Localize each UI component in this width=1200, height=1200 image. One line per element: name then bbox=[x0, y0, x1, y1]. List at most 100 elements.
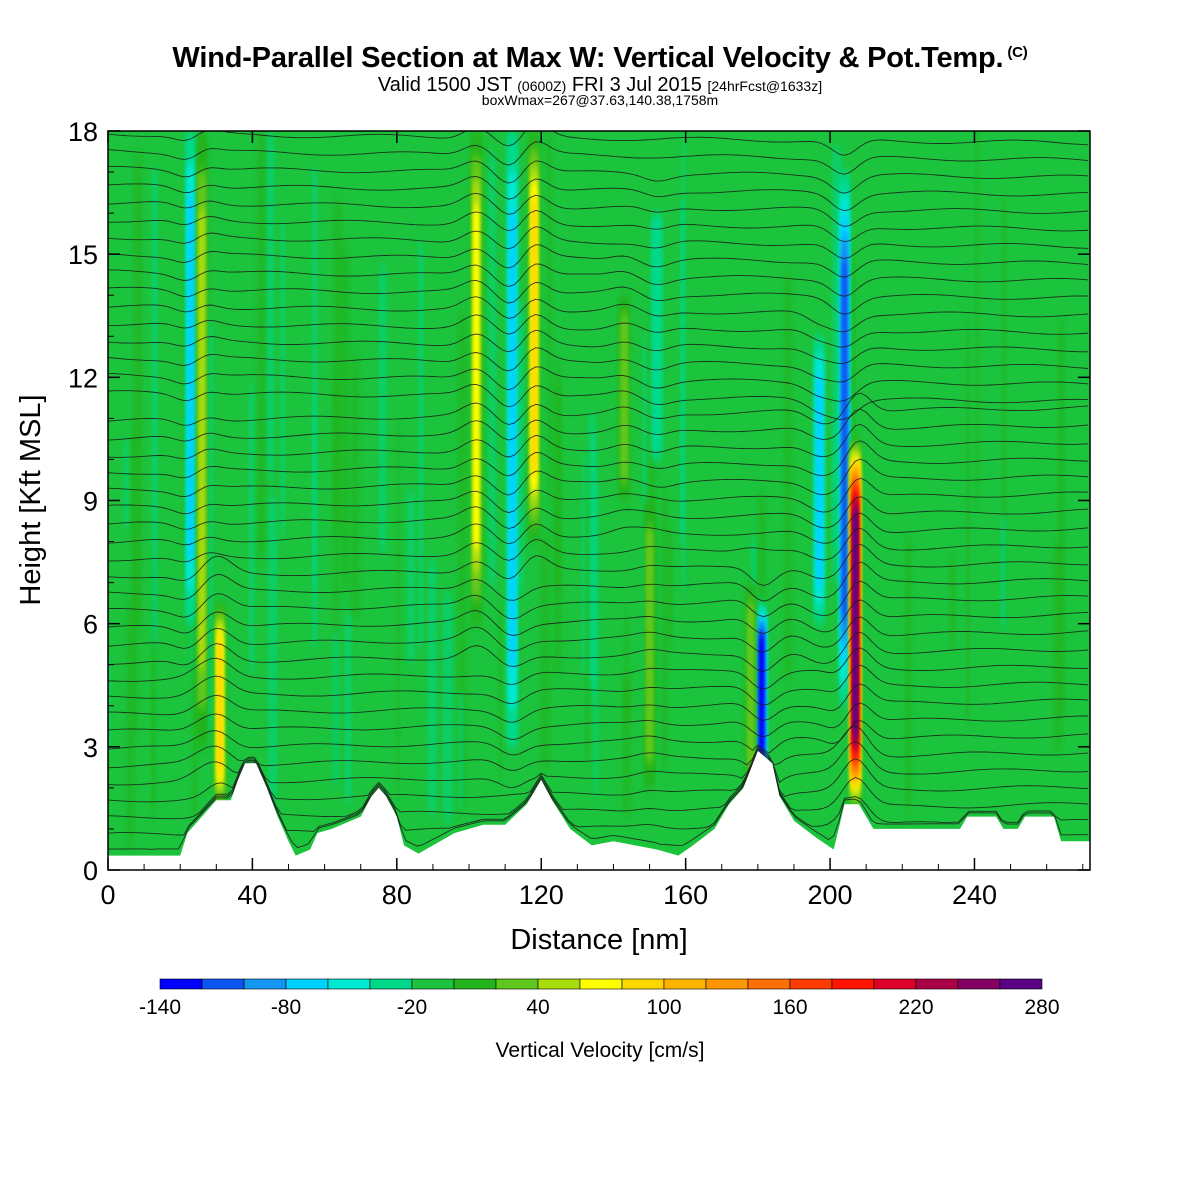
velocity-streak bbox=[975, 131, 979, 506]
velocity-streak bbox=[516, 304, 525, 592]
isentrope-line bbox=[108, 30, 1088, 42]
isentrope-line bbox=[108, 81, 1088, 93]
colorbar-tick-label: 40 bbox=[526, 996, 549, 1019]
isentrope-line bbox=[108, 176, 1089, 212]
isentrope-line bbox=[108, 440, 1089, 479]
isentrope-line bbox=[108, 263, 1089, 297]
x-tick-label: 0 bbox=[100, 880, 115, 910]
isentrope-line bbox=[108, 383, 1089, 420]
isentrope-line bbox=[108, 366, 1089, 402]
isentrope-line bbox=[108, 749, 1089, 803]
downdraft-band bbox=[758, 635, 765, 756]
isentrope-line bbox=[108, 296, 1089, 333]
velocity-streak bbox=[248, 388, 255, 672]
isentrope-line bbox=[108, 631, 1089, 672]
velocity-streak bbox=[126, 602, 135, 845]
velocity-streak bbox=[396, 425, 400, 788]
colorbar-tick-label: 220 bbox=[898, 996, 933, 1019]
isentrope-line bbox=[108, 664, 1089, 706]
isentrope-line bbox=[108, 683, 1089, 723]
colorbar-swatch bbox=[705, 978, 749, 990]
isentrope-line bbox=[108, 347, 1089, 383]
velocity-streak bbox=[268, 496, 278, 799]
chart-box-max-label: boxWmax=267@37.63,140.38,1758m bbox=[481, 92, 719, 108]
velocity-streak bbox=[442, 594, 453, 822]
velocity-streak bbox=[379, 266, 387, 551]
isentrope-line bbox=[108, 226, 1089, 259]
isentrope-line bbox=[108, 477, 1089, 515]
colorbar-swatch bbox=[621, 978, 665, 990]
chart-subtitle: Valid 1500 JST (0600Z) FRI 3 Jul 2015 [2… bbox=[377, 74, 823, 96]
y-tick-label: 9 bbox=[83, 487, 98, 517]
colorbar-swatch bbox=[789, 978, 833, 990]
velocity-streak bbox=[333, 200, 342, 529]
x-tick-label: 120 bbox=[519, 880, 564, 910]
colorbar-tick-label: 160 bbox=[772, 996, 807, 1019]
colorbar: -140 -80 -20 40 100 160 220 280 bbox=[139, 978, 1060, 1019]
colorbar-label: Vertical Velocity [cm/s] bbox=[496, 1039, 705, 1062]
downdraft-band bbox=[650, 213, 663, 460]
velocity-streak bbox=[622, 674, 632, 815]
colorbar-swatch bbox=[327, 978, 371, 990]
terrain-mask bbox=[108, 750, 1090, 870]
velocity-streak bbox=[624, 612, 629, 728]
isentrope-line bbox=[108, 725, 1089, 771]
velocity-streak bbox=[151, 551, 156, 816]
colorbar-swatch bbox=[453, 978, 497, 990]
velocity-streak bbox=[661, 491, 668, 769]
isentrope-line bbox=[108, 741, 1089, 788]
colorbar-tick-label: -80 bbox=[271, 996, 301, 1019]
colorbar-swatch bbox=[537, 978, 581, 990]
y-tick-label: 18 bbox=[68, 117, 98, 147]
velocity-streak bbox=[832, 418, 838, 544]
colorbar-swatch bbox=[747, 978, 791, 990]
updraft-band bbox=[620, 313, 629, 483]
x-tick-label: 200 bbox=[808, 880, 853, 910]
chart-axes: 0 40 80 120 160 200 240 0 3 6 9 12 15 18 bbox=[68, 117, 1090, 910]
velocity-streak bbox=[949, 554, 956, 647]
isentrope-line bbox=[108, 192, 1089, 227]
y-tick-label: 3 bbox=[83, 733, 98, 763]
isentrope-line bbox=[108, 423, 1089, 460]
potential-temperature-contours bbox=[108, 30, 1089, 850]
x-tick-label: 40 bbox=[237, 880, 267, 910]
isentrope-line bbox=[108, 46, 1088, 58]
colorbar-swatch bbox=[915, 978, 959, 990]
velocity-streak bbox=[666, 526, 673, 647]
isentrope-line bbox=[108, 210, 1089, 243]
isentrope-line bbox=[108, 496, 1089, 530]
y-tick-label: 15 bbox=[68, 240, 98, 270]
x-tick-label: 160 bbox=[663, 880, 708, 910]
velocity-streak bbox=[488, 154, 496, 586]
isentrope-line bbox=[108, 458, 1089, 498]
isentrope-line bbox=[108, 244, 1089, 278]
velocity-streak bbox=[133, 156, 143, 628]
y-tick-label: 6 bbox=[83, 610, 98, 640]
isentrope-line bbox=[108, 751, 1089, 820]
isentrope-line bbox=[108, 561, 1089, 602]
velocity-streak bbox=[123, 439, 129, 528]
colorbar-swatch bbox=[411, 978, 455, 990]
velocity-streak bbox=[554, 363, 562, 592]
downdraft-band bbox=[815, 373, 823, 587]
velocity-streak bbox=[332, 633, 340, 784]
isentrope-line bbox=[108, 107, 1088, 128]
isentrope-line bbox=[108, 408, 1089, 442]
velocity-streak bbox=[905, 539, 912, 812]
copyright-mark: (C) bbox=[1007, 44, 1028, 61]
isentrope-line bbox=[108, 752, 1089, 836]
velocity-streak bbox=[1058, 322, 1065, 713]
updraft-band bbox=[217, 636, 223, 775]
velocity-streak bbox=[427, 561, 437, 813]
colorbar-swatch bbox=[663, 978, 707, 990]
y-tick-label: 12 bbox=[68, 363, 98, 393]
isentrope-line bbox=[108, 160, 1089, 194]
velocity-streak bbox=[280, 219, 285, 536]
velocity-streak bbox=[546, 131, 552, 494]
x-axis-label: Distance [nm] bbox=[510, 924, 687, 956]
velocity-streak bbox=[108, 656, 111, 751]
velocity-streak bbox=[267, 131, 275, 476]
isentrope-line bbox=[108, 63, 1088, 75]
isentrope-line bbox=[108, 279, 1089, 315]
